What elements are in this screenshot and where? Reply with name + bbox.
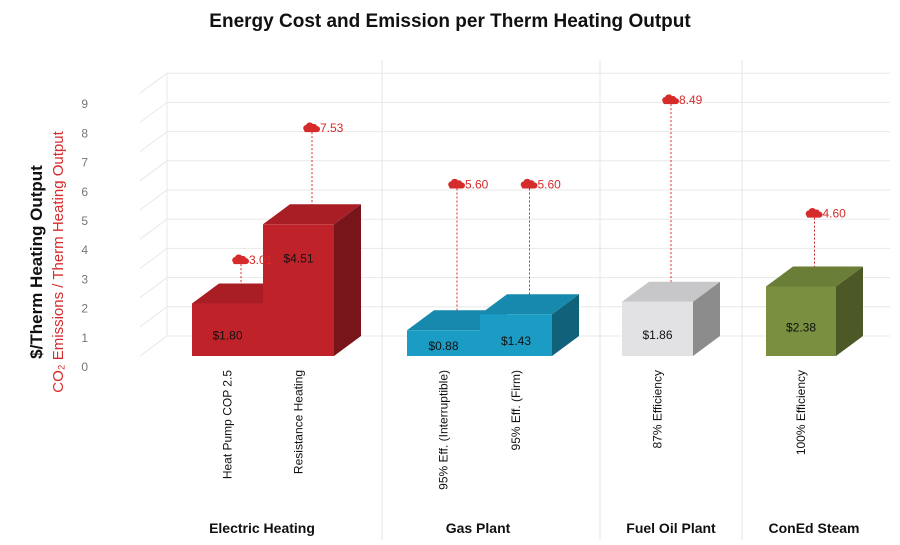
bar: [622, 301, 693, 356]
co2-cloud-icon: [232, 254, 249, 265]
gridline-diagonal: [139, 306, 168, 328]
bar: [407, 330, 480, 356]
gridline-diagonal: [139, 277, 168, 299]
category-label: Heat Pump COP 2.5: [221, 370, 235, 479]
bar-value-label: $1.86: [642, 328, 672, 342]
group-label: Fuel Oil Plant: [626, 520, 716, 536]
bar-side-face: [693, 281, 720, 356]
y-tick-label: 3: [81, 272, 88, 286]
co2-cloud-icon: [303, 122, 320, 133]
bar: [766, 286, 836, 356]
y-tick-label: 7: [81, 156, 88, 170]
category-label: 95% Eff. (Firm): [509, 370, 523, 450]
bar-side-face: [836, 266, 863, 356]
category-label: Resistance Heating: [292, 370, 306, 474]
emission-value-label: 4.60: [823, 207, 847, 221]
bar-top-face: [263, 204, 361, 225]
y-tick-label: 4: [81, 243, 88, 257]
y-tick-label: 2: [81, 302, 88, 316]
y-tick-label: 5: [81, 214, 88, 228]
bar: [480, 314, 552, 356]
emission-value-label: 5.60: [465, 177, 489, 191]
category-label: 87% Efficiency: [651, 370, 665, 449]
gridline-diagonal: [139, 131, 168, 153]
co2-cloud-icon: [662, 94, 679, 105]
bar-value-label: $1.80: [212, 329, 242, 343]
co2-cloud-icon: [805, 208, 823, 218]
group-label: ConEd Steam: [768, 520, 859, 536]
y-tick-label: 8: [81, 126, 88, 140]
emission-value-label: 3.01: [249, 253, 273, 267]
y-axis-title-secondary: CO₂ Emissions / Therm Heating Output: [50, 130, 67, 392]
bar: [263, 224, 334, 356]
co2-cloud-icon: [520, 178, 538, 189]
bar-value-label: $0.88: [428, 339, 458, 353]
emission-value-label: 8.49: [679, 93, 703, 107]
gridline-diagonal: [139, 335, 168, 357]
bar-top-face: [622, 281, 720, 302]
gridline-diagonal: [139, 189, 168, 211]
y-tick-label: 9: [81, 97, 88, 111]
group-label: Gas Plant: [446, 520, 511, 536]
chart-title: Energy Cost and Emission per Therm Heati…: [209, 11, 691, 32]
category-label: 100% Efficiency: [794, 370, 808, 455]
y-tick-label: 1: [81, 331, 88, 345]
co2-cloud-icon: [448, 178, 465, 189]
gridline-diagonal: [139, 101, 168, 123]
emission-value-label: 7.53: [320, 121, 344, 135]
gridline-diagonal: [139, 160, 168, 182]
y-tick-label: 6: [81, 185, 88, 199]
y-axis-title: $/Therm Heating Output: [27, 165, 46, 359]
y-tick-label: 0: [81, 360, 88, 374]
gridline-diagonal: [139, 218, 168, 240]
emission-value-label: 5.60: [538, 177, 562, 191]
bar-top-face: [480, 294, 579, 315]
gridline-diagonal: [139, 72, 168, 94]
category-label: 95% Eff. (Interruptible): [437, 370, 451, 490]
bar-value-label: $1.43: [501, 334, 531, 348]
bar: [192, 303, 263, 356]
bar-side-face: [552, 294, 579, 356]
bar-value-label: $2.38: [786, 320, 816, 334]
group-label: Electric Heating: [209, 520, 315, 536]
bar-side-face: [334, 204, 361, 356]
gridline-diagonal: [139, 247, 168, 269]
bar-value-label: $4.51: [283, 251, 313, 265]
bar-top-face: [766, 266, 863, 287]
